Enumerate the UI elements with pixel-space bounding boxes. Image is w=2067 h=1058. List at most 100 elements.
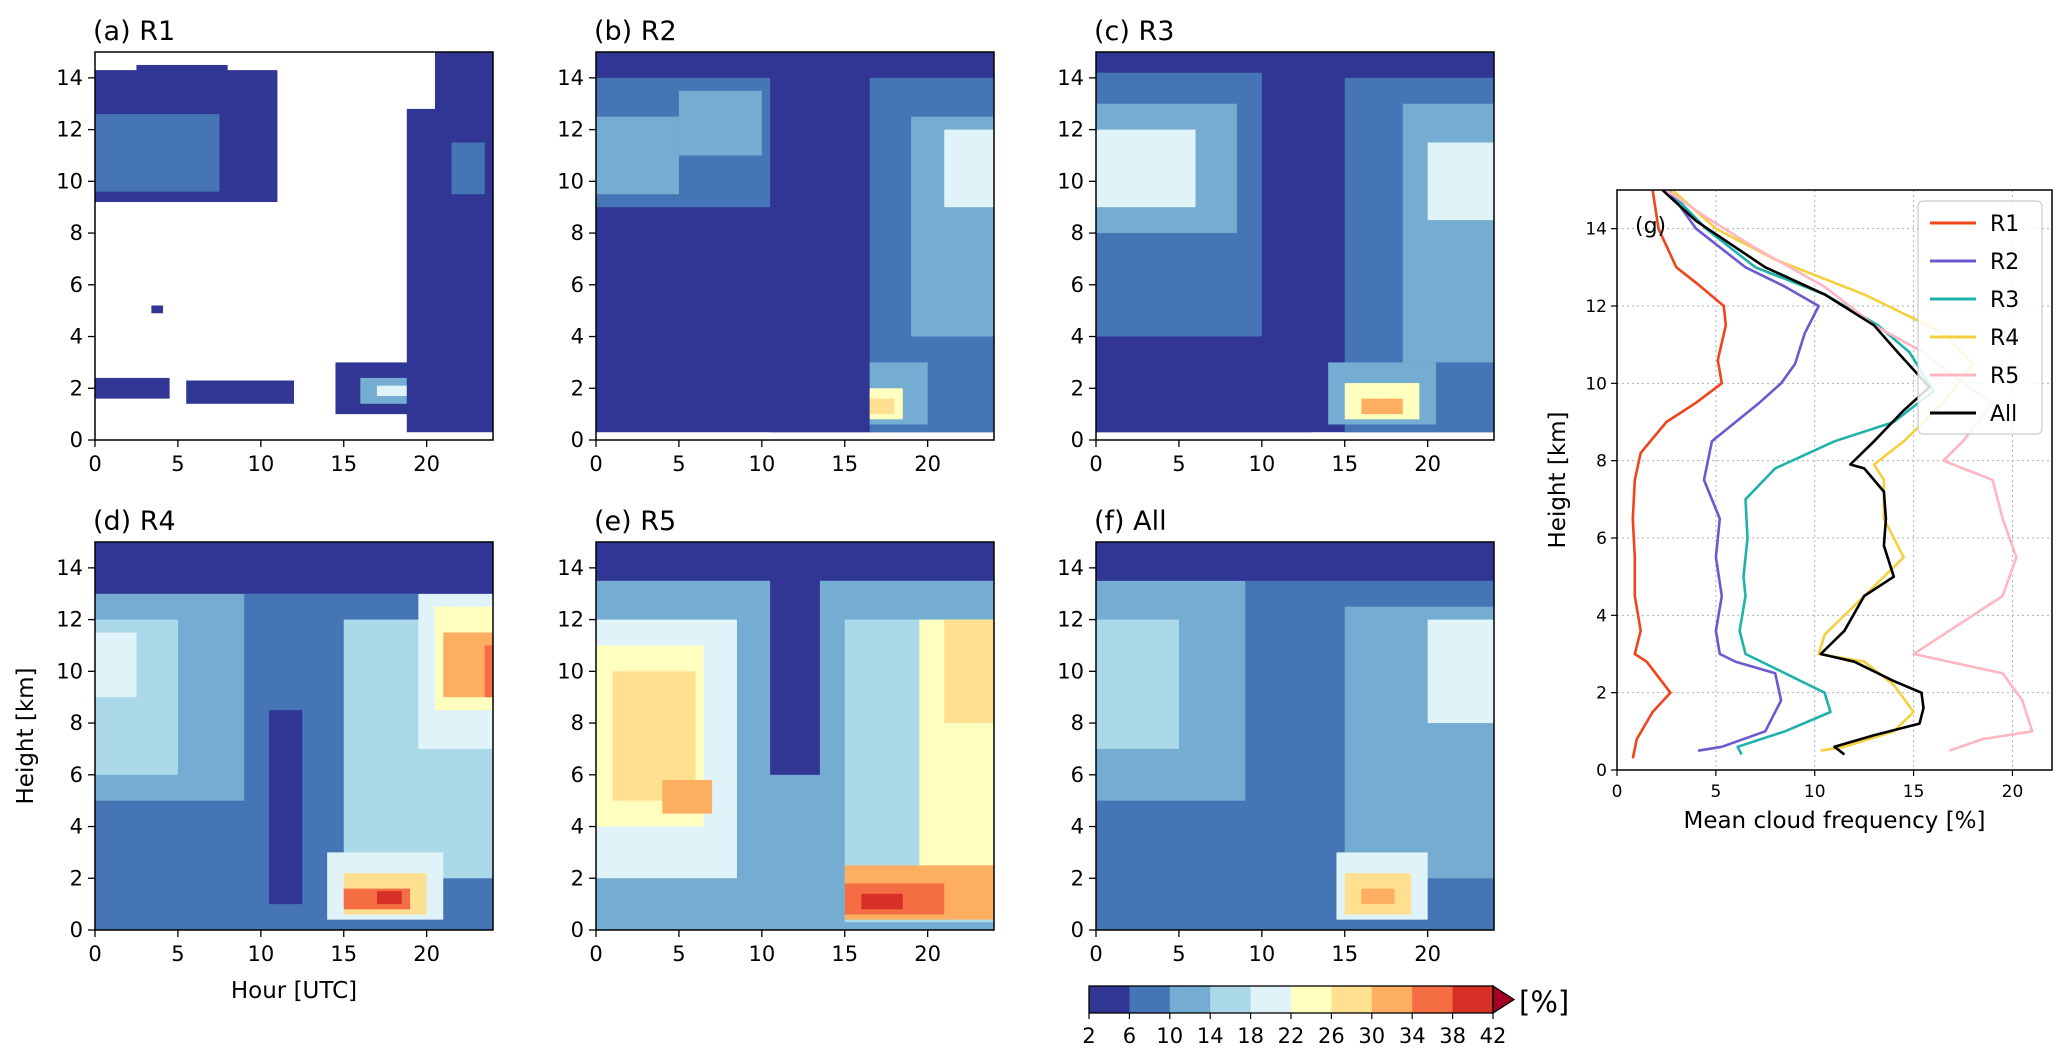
- y-tick-label: 6: [1596, 529, 1607, 549]
- heatmap-cell: [869, 398, 895, 415]
- x-tick-label: 15: [330, 942, 357, 966]
- y-tick-label: 0: [70, 428, 83, 452]
- colorbar-segment: [1089, 986, 1130, 1013]
- x-tick-label: 5: [672, 942, 685, 966]
- x-tick-label: 10: [1248, 452, 1275, 476]
- y-tick-label: 0: [1071, 918, 1084, 942]
- y-tick-label: 2: [1071, 866, 1084, 890]
- y-tick-label: 2: [571, 376, 584, 400]
- x-tick-label: 20: [1414, 942, 1441, 966]
- heatmap-panel-2: (b) R2 0 5 10 15 20 0 2 4 6 8 10 12 14: [557, 16, 995, 476]
- x-tick-label: 15: [1331, 942, 1358, 966]
- x-tick-label: 5: [1172, 942, 1185, 966]
- y-tick-label: 8: [571, 711, 584, 735]
- heatmap-cell: [484, 645, 493, 698]
- y-axis-label: Height [km]: [1545, 411, 1571, 548]
- heatmap-cell: [1427, 142, 1494, 221]
- y-tick-label: 10: [557, 169, 584, 193]
- x-tick-label: 15: [831, 452, 858, 476]
- heatmap-cell: [662, 779, 713, 814]
- heatmap-cells: [1096, 542, 1494, 930]
- colorbar-tick-label: 22: [1278, 1024, 1305, 1048]
- y-tick-label: 4: [70, 325, 83, 349]
- plot-frame: [94, 51, 494, 441]
- heatmap-cell: [376, 385, 411, 397]
- colorbar-tick-label: 18: [1237, 1024, 1264, 1048]
- y-tick-label: 14: [56, 66, 83, 90]
- y-tick-label: 10: [557, 659, 584, 683]
- x-tick-label: 20: [1414, 452, 1441, 476]
- y-tick-label: 12: [557, 118, 584, 142]
- legend-box: [1917, 200, 2043, 435]
- y-tick-label: 2: [571, 866, 584, 890]
- y-tick-label: 2: [1071, 376, 1084, 400]
- x-tick-label: 15: [1903, 782, 1925, 802]
- heatmap-cell: [861, 893, 903, 910]
- legend-label: All: [1990, 402, 2017, 427]
- heatmap-cell: [434, 52, 493, 115]
- y-tick-label: 6: [571, 273, 584, 297]
- x-tick-label: 5: [1172, 452, 1185, 476]
- y-tick-label: 8: [1596, 452, 1607, 472]
- heatmap-cell: [770, 64, 870, 433]
- y-tick-label: 0: [1071, 428, 1084, 452]
- y-tick-label: 10: [1057, 169, 1084, 193]
- y-tick-label: 6: [70, 763, 83, 787]
- x-tick-label: 0: [1089, 452, 1102, 476]
- y-tick-label: 6: [571, 763, 584, 787]
- x-axis-label: Mean cloud frequency [%]: [1683, 808, 1985, 834]
- heatmap-cell: [1402, 103, 1494, 363]
- heatmap-cell: [596, 542, 994, 581]
- y-tick-label: 4: [571, 325, 584, 349]
- y-tick-label: 4: [1596, 606, 1607, 626]
- y-tick-label: 12: [1057, 608, 1084, 632]
- y-tick-label: 2: [1596, 684, 1607, 704]
- y-tick-label: 6: [1071, 273, 1084, 297]
- y-tick-label: 8: [70, 221, 83, 245]
- colorbar: 2 6 10 14 18 22 26 30 34 38 42[%]: [1082, 984, 1569, 1048]
- x-tick-label: 20: [914, 942, 941, 966]
- x-tick-label: 5: [171, 942, 184, 966]
- colorbar-tick-label: 38: [1439, 1024, 1466, 1048]
- x-tick-label: 0: [88, 942, 101, 966]
- heatmap-cell: [269, 710, 303, 905]
- colorbar-segment: [1250, 986, 1292, 1013]
- colorbar-tick-label: 10: [1156, 1024, 1183, 1048]
- legend-label: R2: [1990, 250, 2019, 275]
- colorbar-segment: [1412, 986, 1454, 1013]
- series-line-r1: [1631, 190, 1728, 759]
- heatmap-panel-1: (a) R1 0 5 10 15 20 0 2 4 6 8 10 12 14: [56, 16, 494, 476]
- x-tick-label: 10: [1804, 782, 1826, 802]
- x-tick-label: 20: [413, 942, 440, 966]
- heatmap-cell: [1096, 619, 1179, 749]
- heatmap-panel-3: (c) R3 0 5 10 15 20 0 2 4 6 8 10 12 14: [1057, 16, 1495, 476]
- x-tick-label: 15: [330, 452, 357, 476]
- heatmap-cell: [944, 619, 994, 724]
- x-tick-label: 20: [914, 452, 941, 476]
- heatmap-cell: [95, 542, 493, 594]
- heatmap-cell: [186, 380, 294, 404]
- x-tick-label: 5: [1710, 782, 1721, 802]
- x-tick-label: 0: [1089, 942, 1102, 966]
- heatmap-cell: [95, 114, 220, 192]
- colorbar-segment: [1210, 986, 1252, 1013]
- y-tick-label: 14: [56, 556, 83, 580]
- heatmap-cell: [451, 142, 485, 195]
- y-tick-label: 8: [1071, 221, 1084, 245]
- colorbar-tick-label: 6: [1123, 1024, 1136, 1048]
- y-tick-label: 2: [70, 866, 83, 890]
- colorbar-tick-label: 42: [1480, 1024, 1507, 1048]
- y-tick-label: 12: [1585, 297, 1607, 317]
- heatmap-cell: [151, 305, 163, 314]
- heatmap-cell: [136, 64, 228, 109]
- colorbar-tick-label: 34: [1399, 1024, 1426, 1048]
- plot-frame: [1095, 541, 1495, 931]
- panel-title: (f) All: [1094, 506, 1167, 537]
- x-tick-label: 0: [88, 452, 101, 476]
- y-tick-label: 2: [70, 376, 83, 400]
- heatmap-cell: [612, 671, 696, 801]
- x-tick-label: 10: [247, 452, 274, 476]
- profile-lines: [1631, 190, 2034, 759]
